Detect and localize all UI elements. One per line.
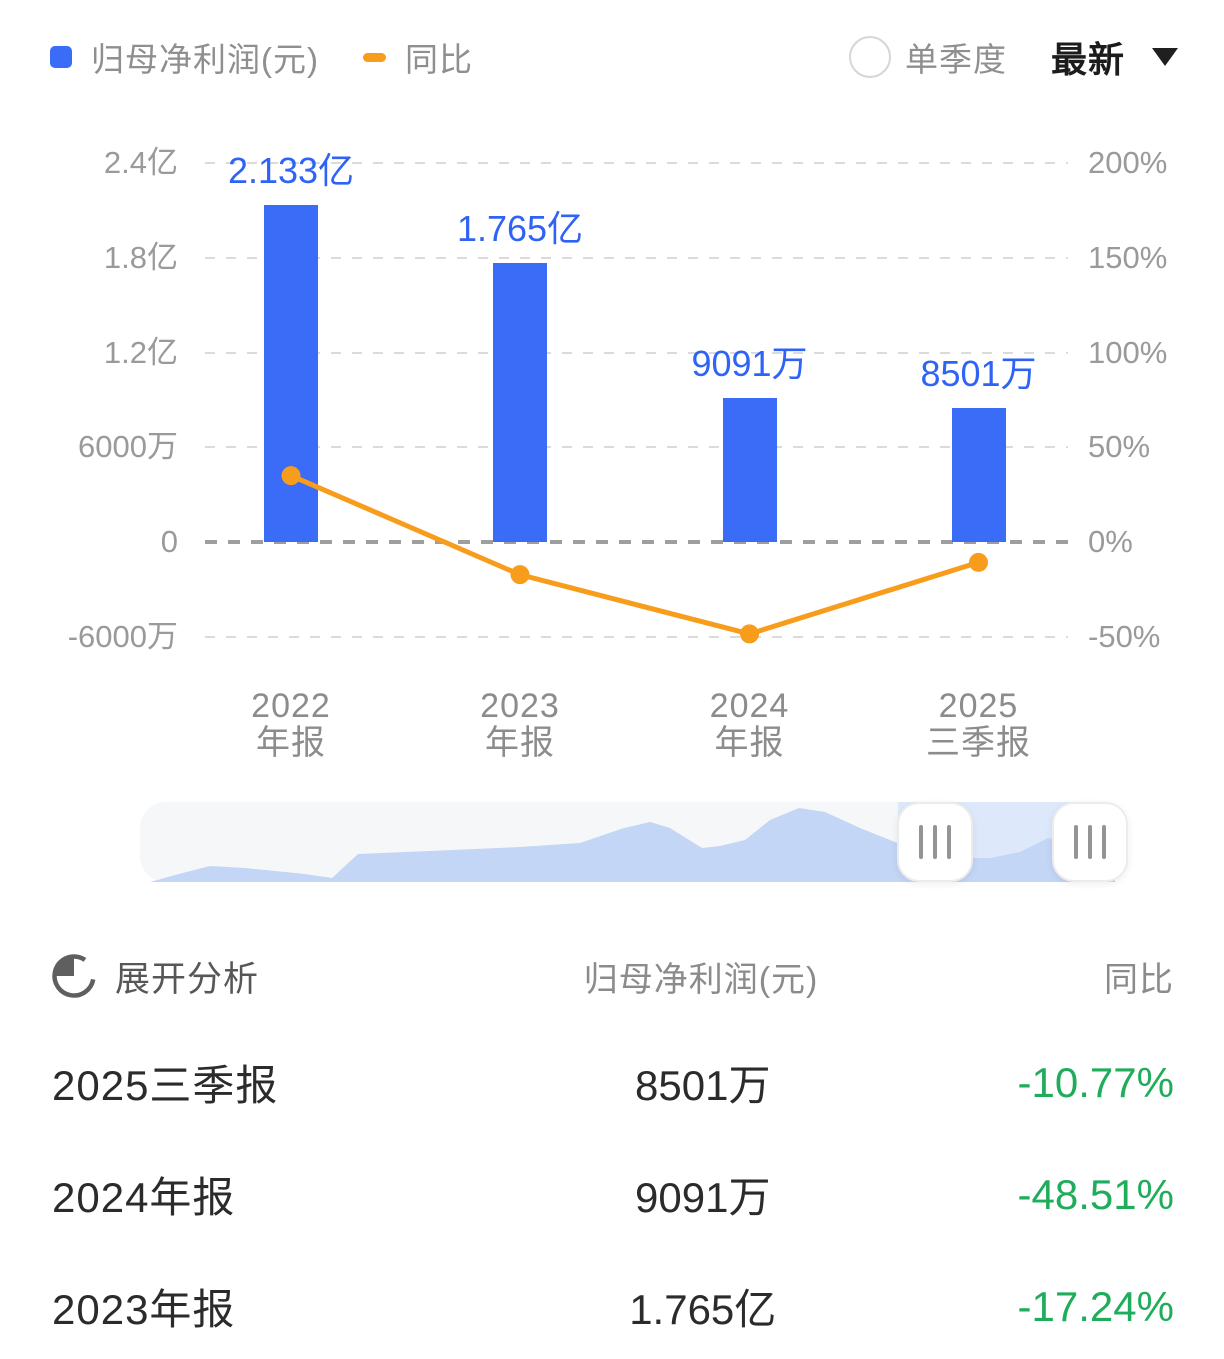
y-axis-label-right: 150% (1088, 239, 1168, 275)
row-value: 1.765亿 (629, 1286, 777, 1333)
y-axis-label-left: 1.8亿 (103, 239, 178, 275)
profit-yoy-chart: 2.4亿 200% 1.8亿 150% 1.2亿 100% 6000万 50% 0 0% -6000… (67, 145, 1168, 762)
single-quarter-label[interactable]: 单季度 (904, 41, 1007, 78)
table-header: 展开分析 归母净利润(元) 同比 (0, 948, 1224, 1004)
row-value: 8501万 (635, 1062, 771, 1109)
gridline (205, 162, 1068, 164)
row-yoy: -10.77% (1017, 1058, 1174, 1106)
bar-value-label: 8501万 (920, 352, 1037, 394)
expand-analysis-button[interactable]: 展开分析 (48, 950, 498, 1002)
row-value: 9091万 (635, 1174, 771, 1221)
grip-lines-icon (1074, 825, 1078, 859)
row-yoy: -48.51% (1017, 1170, 1174, 1218)
brush-minimap (140, 802, 1122, 882)
line-series-swatch-icon (362, 52, 386, 62)
table-row: 2023年报 1.765亿 -17.24% (0, 1276, 1224, 1336)
y-axis-label-right: -50% (1088, 618, 1161, 654)
chevron-down-icon[interactable] (1152, 48, 1178, 66)
column-header-value: 归母净利润(元) (583, 960, 819, 999)
period-dropdown[interactable]: 最新 (1051, 31, 1178, 83)
chart-legend: 归母净利润(元) 同比 (50, 34, 473, 80)
row-period: 2023年报 (52, 1286, 236, 1333)
pie-chart-icon (52, 954, 96, 998)
y-axis-label-right: 0% (1088, 524, 1133, 559)
yoy-line-point (740, 624, 759, 644)
table-row: 2024年报 9091万 -48.51% (0, 1164, 1224, 1224)
grip-lines-icon (919, 825, 923, 859)
chart-scroll-brush[interactable] (140, 802, 1128, 884)
y-axis-label-right: 50% (1088, 429, 1151, 465)
y-axis-label-left: 1.2亿 (103, 334, 178, 370)
x-axis-label: 2023 年报 (480, 687, 560, 762)
y-axis-label-right: 200% (1088, 145, 1168, 180)
chart-controls: 单季度 最新 (848, 31, 1178, 83)
gridline (205, 540, 1068, 544)
gridline (205, 256, 1068, 259)
bar-value-label: 2.133亿 (227, 150, 355, 192)
yoy-line-series (281, 466, 988, 644)
gridline (205, 635, 1068, 638)
expand-analysis-label[interactable]: 展开分析 (115, 959, 260, 999)
line-series-label: 同比 (404, 41, 473, 78)
table-row: 2025三季报 8501万 -10.77% (0, 1052, 1224, 1112)
brush-area-minimap (150, 808, 1115, 882)
row-period: 2024年报 (52, 1174, 236, 1221)
yoy-line (288, 473, 981, 637)
y-axis-label-left: 0 (160, 524, 178, 559)
y-axis-label-left: -6000万 (67, 618, 178, 654)
x-axis-label: 2025 三季报 (926, 687, 1031, 762)
row-period: 2025三季报 (52, 1062, 279, 1109)
single-quarter-radio[interactable] (848, 36, 891, 78)
bar-value-label: 9091万 (691, 343, 808, 385)
profit-bar[interactable] (493, 263, 547, 542)
column-header-yoy: 同比 (1103, 960, 1174, 999)
period-dropdown-value[interactable]: 最新 (1050, 39, 1125, 80)
x-axis-label: 2024 年报 (709, 687, 790, 762)
yoy-line-point (510, 565, 530, 585)
bar-value-label: 1.765亿 (456, 208, 584, 250)
profit-bar[interactable] (264, 205, 318, 542)
gridline (205, 351, 1068, 354)
row-yoy: -17.24% (1017, 1282, 1174, 1330)
brush-handle-left[interactable] (897, 802, 973, 882)
brush-handle-right[interactable] (1052, 802, 1128, 882)
bar-series-label: 归母净利润(元) (91, 41, 319, 78)
y-axis-label-right: 100% (1088, 334, 1168, 370)
profit-bar[interactable] (951, 407, 1006, 542)
x-axis-label: 2022 年报 (251, 687, 331, 762)
profit-bar[interactable] (722, 398, 777, 542)
gridline (205, 446, 1068, 449)
y-axis-label-left: 2.4亿 (103, 145, 178, 180)
y-axis-label-left: 6000万 (78, 429, 178, 465)
bar-series-swatch-icon (50, 46, 72, 68)
yoy-line-point (969, 552, 988, 572)
